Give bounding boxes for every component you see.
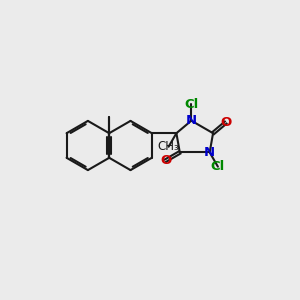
Text: Cl: Cl <box>184 98 199 111</box>
Text: O: O <box>220 116 231 129</box>
Text: O: O <box>160 154 171 167</box>
Text: N: N <box>204 146 215 159</box>
Text: N: N <box>186 114 197 127</box>
Text: Cl: Cl <box>211 160 225 173</box>
Text: CH₃: CH₃ <box>158 140 179 153</box>
